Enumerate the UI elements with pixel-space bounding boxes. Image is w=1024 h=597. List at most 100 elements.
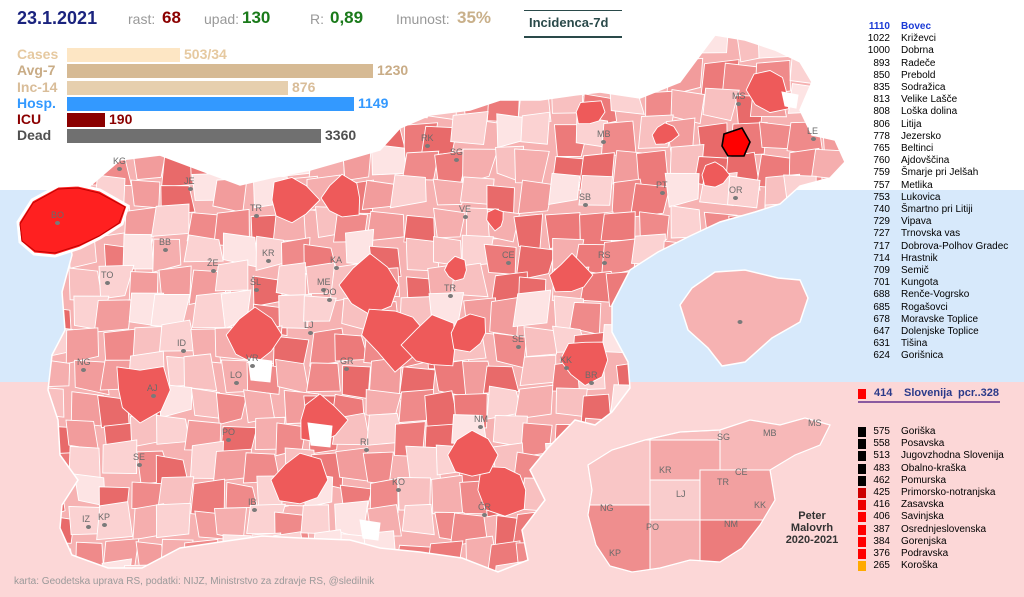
- municipality: [820, 54, 845, 89]
- map-city-dot: [234, 381, 239, 385]
- ranking-row[interactable]: 709 Semič: [858, 265, 1018, 277]
- map-city-label: BO: [51, 210, 65, 220]
- ranking-row[interactable]: 631 Tišina: [858, 338, 1018, 350]
- region-row[interactable]: 483 Obalno-kraška: [858, 463, 1018, 475]
- municipality: [431, 474, 466, 515]
- municipality: [662, 240, 695, 277]
- municipality: [758, 571, 795, 572]
- map-city-dot: [308, 331, 313, 335]
- ranking-row[interactable]: 1110 Bovec: [858, 21, 1018, 33]
- region-value: 406: [873, 511, 890, 523]
- ranking-row[interactable]: 850 Prebold: [858, 70, 1018, 82]
- map-city-dot: [137, 463, 142, 467]
- region-row[interactable]: 558 Posavska: [858, 438, 1018, 450]
- ranking-row[interactable]: 678 Moravske Toplice: [858, 314, 1018, 326]
- ranking-value: 808: [873, 106, 890, 118]
- map-city-label: KR: [262, 248, 275, 258]
- region-row[interactable]: 406 Savinjska: [858, 511, 1018, 523]
- ranking-value: 850: [873, 69, 890, 81]
- region-value: 513: [873, 450, 890, 462]
- ranking-row[interactable]: 729 Vipava: [858, 216, 1018, 228]
- ranking-value: 759: [873, 167, 890, 179]
- municipality: [48, 546, 75, 572]
- ranking-row[interactable]: 647 Dolenjske Toplice: [858, 326, 1018, 338]
- stat-bar: [67, 113, 105, 127]
- ranking-row[interactable]: 757 Metlika: [858, 180, 1018, 192]
- region-value: 387: [873, 523, 890, 535]
- map-city-label: ŽE: [207, 258, 219, 268]
- high-incidence-municipality: [225, 306, 283, 365]
- region-row[interactable]: 376 Podravska: [858, 548, 1018, 560]
- region-row[interactable]: 462 Pomurska: [858, 475, 1018, 487]
- map-city-dot: [252, 508, 257, 512]
- incidenca-mode-button[interactable]: Incidenca-7d: [524, 10, 622, 38]
- ranking-row[interactable]: 778 Jezersko: [858, 131, 1018, 143]
- region-swatch: [858, 463, 866, 474]
- ranking-row[interactable]: 765 Beltinci: [858, 143, 1018, 155]
- ranking-row[interactable]: 740 Šmartno pri Litiji: [858, 204, 1018, 216]
- region-row[interactable]: 384 Gorenjska: [858, 536, 1018, 548]
- region-row[interactable]: 265 Koroška: [858, 560, 1018, 572]
- region-value: 265: [873, 560, 890, 572]
- small-map-region-label: NM: [724, 519, 738, 529]
- ranking-row[interactable]: 835 Sodražica: [858, 82, 1018, 94]
- municipality: [547, 546, 585, 572]
- region-row[interactable]: 387 Osrednjeslovenska: [858, 524, 1018, 536]
- map-city-label: ČR: [478, 502, 491, 512]
- municipality: [395, 567, 435, 572]
- ranking-row[interactable]: 1000 Dobrna: [858, 45, 1018, 57]
- ranking-value: 717: [873, 240, 890, 252]
- municipality: [779, 569, 813, 572]
- ranking-row[interactable]: 688 Renče-Vogrsko: [858, 289, 1018, 301]
- small-map-region-label: KP: [609, 548, 622, 558]
- ranking-row[interactable]: 753 Lukovica: [858, 192, 1018, 204]
- ranking-row[interactable]: 727 Trnovska vas: [858, 228, 1018, 240]
- map-city-dot: [321, 288, 326, 292]
- region-row[interactable]: 416 Zasavska: [858, 499, 1018, 511]
- ranking-row[interactable]: 685 Rogašovci: [858, 302, 1018, 314]
- municipality: [335, 447, 370, 482]
- region-swatch: [858, 561, 866, 572]
- ranking-row[interactable]: 806 Litija: [858, 119, 1018, 131]
- map-city-label: IB: [248, 497, 257, 507]
- municipality: [815, 445, 845, 480]
- ranking-row[interactable]: 714 Hrastnik: [858, 253, 1018, 265]
- ranking-name: Rogašovci: [901, 301, 948, 313]
- municipality: [546, 483, 582, 516]
- ranking-row[interactable]: 760 Ajdovščina: [858, 155, 1018, 167]
- ranking-row[interactable]: 813 Velike Lašče: [858, 94, 1018, 106]
- high-incidence-municipality: [270, 452, 329, 505]
- municipality: [600, 211, 636, 241]
- ranking-row[interactable]: 1022 Križevci: [858, 33, 1018, 45]
- municipality: [629, 183, 671, 218]
- r-value: 0,89: [330, 8, 364, 27]
- ranking-row[interactable]: 701 Kungota: [858, 277, 1018, 289]
- map-city-label: BR: [585, 370, 598, 380]
- ranking-row[interactable]: 893 Radeče: [858, 58, 1018, 70]
- region-swatch: [858, 512, 866, 523]
- ranking-name: Bovec: [901, 21, 932, 32]
- municipality: [96, 501, 134, 541]
- municipality: [545, 442, 578, 475]
- municipality: [449, 55, 488, 95]
- region-row[interactable]: 575 Goriška: [858, 426, 1018, 438]
- municipality: [303, 295, 337, 322]
- ranking-row[interactable]: 808 Loška dolina: [858, 106, 1018, 118]
- ranking-row[interactable]: 717 Dobrova-Polhov Gradec: [858, 241, 1018, 253]
- municipality: [405, 445, 442, 482]
- ranking-row[interactable]: 624 Gorišnica: [858, 350, 1018, 362]
- municipality: [520, 422, 553, 458]
- map-city-label: ME: [317, 277, 331, 287]
- footer-credits: karta: Geodetska uprava RS, podatki: NIJ…: [14, 576, 375, 587]
- ranking-value: 1000: [867, 45, 890, 57]
- map-city-dot: [163, 248, 168, 252]
- municipality: [432, 207, 466, 239]
- region-row[interactable]: 513 Jugovzhodna Slovenija: [858, 450, 1018, 462]
- low-incidence-municipality: [781, 91, 799, 109]
- country-border: [47, 34, 846, 573]
- ranking-row[interactable]: 759 Šmarje pri Jelšah: [858, 167, 1018, 179]
- region-row[interactable]: 425 Primorsko-notranjska: [858, 487, 1018, 499]
- municipality: [432, 178, 468, 206]
- map-city-label: RI: [360, 437, 369, 447]
- map-city-dot: [736, 102, 741, 106]
